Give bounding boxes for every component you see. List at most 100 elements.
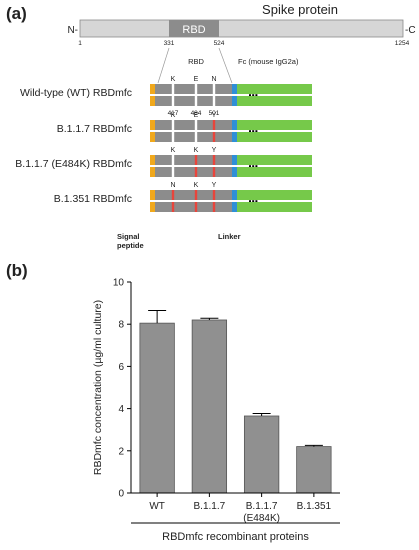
linker-segment	[232, 202, 237, 212]
fc-segment	[237, 84, 312, 94]
residue-label: E	[194, 76, 199, 83]
x-tick-label: B.1.351	[297, 501, 332, 512]
bar	[191, 319, 228, 494]
rbd-segment	[155, 155, 232, 165]
spike-backbone	[79, 19, 404, 38]
signal-peptide-segment	[150, 132, 155, 142]
mutation-site-marker	[212, 155, 216, 165]
y-tick-label: 4	[118, 404, 124, 415]
rbd-segment	[155, 202, 232, 212]
residue-site-marker	[212, 96, 216, 106]
residue-label: K	[171, 112, 176, 119]
x-tick-label: (E484K)	[243, 513, 280, 524]
mutation-site-marker	[171, 202, 175, 212]
mutation-site-marker	[171, 190, 175, 200]
linker-segment	[232, 167, 237, 177]
disulfide-dot	[255, 130, 258, 133]
residue-site-marker	[171, 96, 175, 106]
signal-peptide-segment	[150, 120, 155, 130]
linker-segment	[232, 155, 237, 165]
residue-label: N	[211, 76, 216, 83]
mutation-site-marker	[194, 167, 198, 177]
mutation-site-marker	[212, 190, 216, 200]
residue-site-marker	[194, 84, 198, 94]
rbd-segment	[155, 132, 232, 142]
residue-site-marker	[212, 84, 216, 94]
rbd-segment	[155, 84, 232, 94]
y-tick-label: 8	[118, 320, 124, 331]
bar	[296, 446, 332, 494]
spike-rbd-label: RBD	[182, 24, 205, 36]
disulfide-dot	[249, 165, 251, 168]
spike-protein-bar: RBD N- -C 1 331 524 1254	[67, 19, 416, 84]
fc-segment	[237, 202, 312, 212]
rbd-segment	[155, 167, 232, 177]
disulfide-dot	[249, 200, 251, 203]
spike-c-terminus: -C	[405, 25, 416, 36]
residue-label: Y	[212, 147, 217, 154]
residue-site-marker	[171, 155, 175, 165]
residue-label: N	[170, 182, 175, 189]
legend-signal-line1: Signal	[117, 232, 140, 241]
spike-n-terminus: N-	[67, 25, 78, 36]
y-axis-label: RBDmfc concentration (µg/ml culture)	[92, 300, 104, 475]
fc-segment	[237, 96, 312, 106]
fc-segment	[237, 190, 312, 200]
spike-position-331: 331	[164, 40, 175, 47]
linker-segment	[232, 96, 237, 106]
spike-rbd-domain	[169, 20, 219, 37]
residue-label: K	[194, 147, 199, 154]
residue-site-marker	[194, 96, 198, 106]
residue-label: K	[171, 147, 176, 154]
residue-site-marker	[171, 120, 175, 130]
residue-label: Y	[212, 182, 217, 189]
construct-name: B.1.1.7 RBDmfc	[57, 123, 132, 135]
signal-peptide-segment	[150, 155, 155, 165]
fc-segment	[237, 155, 312, 165]
disulfide-dot	[252, 94, 255, 97]
residue-site-marker	[194, 120, 198, 130]
x-tick-label: B.1.1.7	[194, 501, 226, 512]
y-tick-label: 2	[118, 446, 124, 457]
panel-a-label: (a)	[6, 4, 27, 23]
residue-label: E	[194, 112, 199, 119]
mutation-site-marker	[212, 167, 216, 177]
panel-b-label: (b)	[6, 261, 28, 280]
signal-peptide-segment	[150, 96, 155, 106]
disulfide-dot	[252, 200, 255, 203]
signal-peptide-segment	[150, 84, 155, 94]
linker-segment	[232, 120, 237, 130]
disulfide-dot	[255, 200, 258, 203]
residue-site-marker	[171, 84, 175, 94]
x-axis-label: RBDmfc recombinant proteins	[162, 531, 309, 543]
construct-name: Wild-type (WT) RBDmfc	[20, 87, 132, 99]
signal-peptide-segment	[150, 167, 155, 177]
rbd-segment	[155, 96, 232, 106]
disulfide-dot	[255, 94, 258, 97]
disulfide-dot	[252, 165, 255, 168]
disulfide-dot	[249, 130, 251, 133]
mutation-site-marker	[194, 202, 198, 212]
y-tick-label: 6	[118, 362, 124, 373]
construct-fc-header: Fc (mouse IgG2a)	[238, 57, 299, 66]
residue-label: Y	[212, 112, 217, 119]
residue-site-marker	[171, 132, 175, 142]
mutation-site-marker	[212, 120, 216, 130]
disulfide-dot	[252, 130, 255, 133]
construct-name: B.1.1.7 (E484K) RBDmfc	[15, 158, 132, 170]
bar	[243, 415, 280, 494]
signal-peptide-segment	[150, 202, 155, 212]
bar	[139, 322, 175, 494]
spike-position-524: 524	[214, 40, 225, 47]
rbd-zoom-line-left	[157, 47, 170, 84]
rbd-segment	[155, 120, 232, 130]
y-tick-label: 0	[118, 489, 124, 500]
rbd-zoom-line-right	[218, 47, 233, 84]
linker-segment	[232, 190, 237, 200]
mutation-site-marker	[212, 132, 216, 142]
residue-site-marker	[194, 132, 198, 142]
disulfide-dot	[255, 165, 258, 168]
fc-segment	[237, 120, 312, 130]
signal-peptide-segment	[150, 190, 155, 200]
